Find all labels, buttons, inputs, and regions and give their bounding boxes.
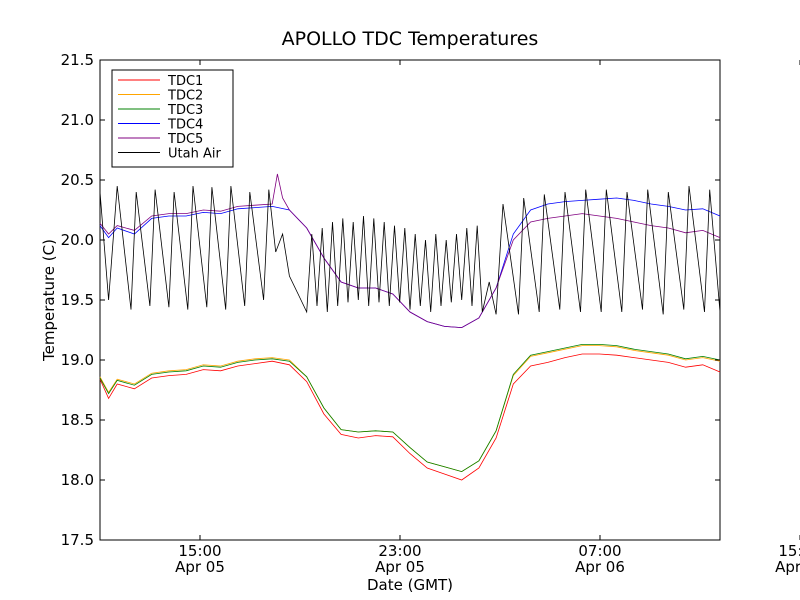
legend-label-tdc3: TDC3 [167, 103, 203, 118]
series-layer [99, 173, 721, 481]
x-tick-label-date: Apr 06 [775, 558, 800, 576]
y-tick-label: 21.5 [61, 51, 94, 69]
series-line-tdc3 [99, 343, 721, 473]
x-tick-label-time: 15:00 [178, 542, 221, 560]
plot-area: 17.5 18.0 18.5 19.0 19.5 20.0 20.5 21.0 21.5 15:… [61, 51, 800, 576]
y-tick-label: 18.0 [61, 471, 94, 489]
legend-label-utah-air: Utah Air [168, 147, 221, 162]
legend-frame [111, 69, 234, 168]
x-tick-label-time: 23:00 [378, 542, 421, 560]
x-tick-label-date: Apr 06 [575, 558, 625, 576]
series-line-tdc5 [99, 173, 721, 329]
y-tick-label: 19.0 [61, 351, 94, 369]
legend-label-tdc2: TDC2 [167, 89, 203, 104]
series-line-tdc1 [99, 353, 721, 481]
x-axis-label: Date (GMT) [367, 576, 453, 594]
y-tick-label: 20.0 [61, 231, 94, 249]
x-tick-label-time: 15:00 [778, 542, 800, 560]
y-tick-label: 18.5 [61, 411, 94, 429]
y-tick-label: 21.0 [61, 111, 94, 129]
legend-label-tdc5: TDC5 [167, 132, 203, 147]
y-axis-ticks: 17.5 18.0 18.5 19.0 19.5 20.0 20.5 21.0 21.5 [61, 51, 720, 549]
x-tick-label-date: Apr 05 [175, 558, 225, 576]
y-tick-label: 20.5 [61, 171, 94, 189]
series-line-utah-air [99, 185, 721, 315]
x-tick-label-date: Apr 05 [375, 558, 425, 576]
chart-title: APOLLO TDC Temperatures [282, 28, 539, 50]
y-tick-label: 17.5 [61, 531, 94, 549]
y-axis-label: Temperature (C) [40, 239, 58, 362]
y-tick-label: 19.5 [61, 291, 94, 309]
legend-label-tdc4: TDC4 [167, 118, 203, 133]
legend-label-tdc1: TDC1 [167, 74, 203, 89]
x-tick-label-time: 07:00 [578, 542, 621, 560]
